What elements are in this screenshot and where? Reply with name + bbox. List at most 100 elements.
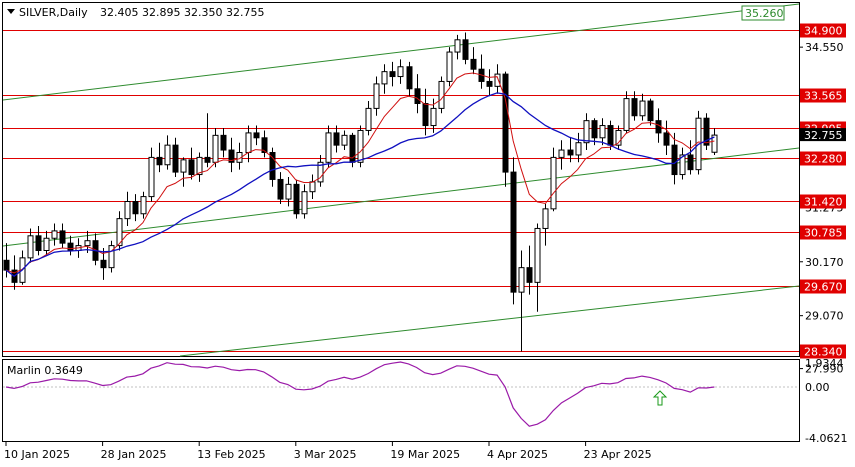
candle	[470, 47, 477, 75]
candle-body	[397, 66, 404, 78]
time-tick-label: 28 Jan 2025	[101, 448, 167, 461]
candle-body	[293, 183, 300, 215]
candle-body	[188, 159, 195, 176]
candle-body	[486, 80, 493, 87]
chart-header: SILVER,Daily 32.405 32.895 32.350 32.755	[7, 6, 264, 19]
candle	[140, 191, 147, 219]
candle	[687, 140, 694, 175]
candle	[397, 59, 404, 84]
candle	[373, 76, 380, 116]
candle	[156, 142, 163, 173]
candle	[35, 226, 42, 256]
indicator-axis: 1.9344 0.00 -4.0621	[805, 357, 847, 445]
indicator-tick-label: -4.0621	[805, 432, 847, 445]
candle-body	[655, 120, 662, 134]
candle-body	[67, 242, 74, 251]
moving-average-red	[5, 72, 715, 274]
candle-body	[277, 178, 284, 200]
candle	[325, 125, 332, 168]
candle	[132, 194, 139, 222]
candle-body	[84, 240, 91, 247]
time-tick-label: 23 Apr 2025	[584, 448, 652, 461]
candle	[220, 128, 227, 158]
level-label-box	[800, 23, 846, 38]
indicator-tick-label: 0.00	[805, 381, 830, 394]
level-label-box	[800, 194, 846, 209]
candle	[293, 179, 300, 219]
level-label-box	[800, 344, 846, 359]
candle	[261, 130, 268, 158]
time-tick-label: 4 Apr 2025	[487, 448, 548, 461]
candle	[534, 223, 541, 312]
candle	[703, 113, 710, 151]
candle	[381, 64, 388, 94]
moving-average-blue	[5, 92, 715, 278]
price-tick-label: 34.550	[805, 41, 844, 54]
time-tick-label: 13 Feb 2025	[197, 448, 265, 461]
candle	[277, 172, 284, 204]
candle-body	[534, 227, 541, 283]
candle-body	[703, 117, 710, 146]
candle-body	[124, 201, 131, 220]
candle	[148, 147, 155, 202]
candle-body	[245, 132, 252, 153]
level-label-box	[800, 88, 846, 103]
candle-body	[687, 154, 694, 171]
candle-body	[172, 144, 179, 173]
channel-lower-line	[179, 285, 800, 357]
level-labels: 34.90033.56532.90532.28031.42030.78529.6…	[800, 23, 846, 359]
symbol-label: SILVER,Daily	[19, 6, 88, 19]
candle-body	[558, 149, 565, 158]
candle	[341, 130, 348, 151]
time-tick-label: 10 Jan 2025	[4, 448, 70, 461]
candle	[550, 147, 557, 212]
time-tick-label: 19 Mar 2025	[390, 448, 460, 461]
candle	[486, 69, 493, 97]
candle	[567, 137, 574, 163]
candle-body	[59, 230, 66, 244]
candle-body	[671, 144, 678, 176]
candle-body	[470, 58, 477, 70]
candle-body	[116, 218, 123, 247]
candle	[575, 132, 582, 163]
candle-body	[3, 259, 10, 271]
current-price-tag: 32.755	[800, 128, 846, 142]
candle-body	[100, 259, 107, 269]
dropdown-triangle-icon[interactable]	[7, 9, 15, 14]
candle-body	[228, 149, 235, 163]
candle-body	[148, 156, 155, 198]
candle-body	[502, 73, 509, 173]
candle	[599, 118, 606, 146]
candle	[164, 135, 171, 170]
level-label: 28.340	[804, 346, 843, 359]
candle-body	[51, 230, 58, 239]
level-label: 31.420	[804, 196, 843, 209]
candle-body	[494, 73, 501, 87]
candle-body	[454, 39, 461, 53]
candle-body	[285, 183, 292, 200]
candle-body	[317, 161, 324, 183]
candle	[51, 223, 58, 246]
candle	[414, 74, 421, 114]
candle	[43, 230, 50, 256]
svg-text:32.755: 32.755	[804, 129, 843, 142]
candle	[454, 34, 461, 60]
candle-body	[212, 134, 219, 163]
candle	[196, 152, 203, 182]
candle-body	[567, 149, 574, 156]
price-tick-label: 30.170	[805, 256, 844, 269]
candle-body	[711, 134, 718, 153]
candle-body	[422, 103, 429, 127]
candle	[172, 137, 179, 177]
candle-body	[333, 132, 340, 146]
candle-body	[325, 132, 332, 163]
channel-price-label: 35.260	[741, 5, 785, 21]
candle-body	[631, 98, 638, 117]
time-axis: 10 Jan 2025 28 Jan 2025 13 Feb 2025 3 Mar 2…	[4, 442, 652, 461]
candle	[365, 101, 372, 136]
candle	[647, 98, 654, 126]
candle	[631, 91, 638, 121]
candle	[253, 125, 260, 146]
candle	[317, 154, 324, 187]
